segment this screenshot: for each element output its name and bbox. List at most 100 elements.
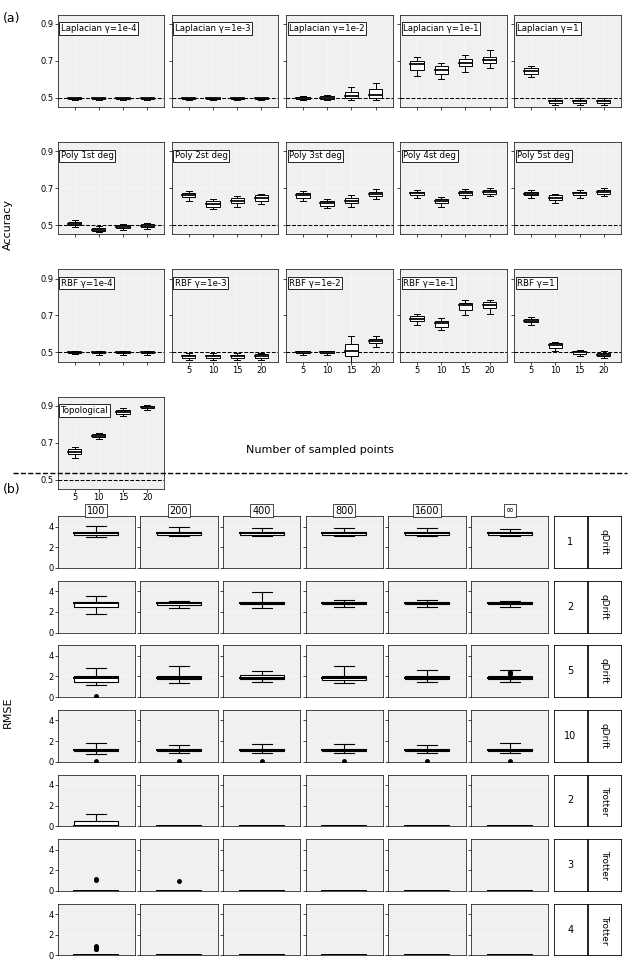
Bar — [345, 92, 358, 98]
Text: 10: 10 — [564, 731, 577, 741]
Bar — [239, 602, 284, 604]
Bar — [322, 602, 366, 604]
Bar — [92, 228, 106, 231]
Text: (a): (a) — [3, 12, 20, 24]
Bar — [141, 224, 154, 227]
Text: 4: 4 — [567, 924, 573, 935]
Bar — [524, 192, 538, 195]
Bar — [597, 190, 611, 194]
Text: 2: 2 — [567, 796, 573, 805]
Bar — [74, 821, 118, 826]
Bar — [157, 531, 201, 535]
Bar — [296, 351, 310, 353]
Bar — [92, 352, 106, 354]
Title: 100: 100 — [87, 506, 106, 516]
Text: Trotter: Trotter — [600, 915, 609, 945]
Text: qDrift: qDrift — [600, 594, 609, 620]
Bar — [157, 676, 201, 680]
Bar — [573, 192, 586, 195]
Bar — [435, 66, 448, 74]
Bar — [410, 192, 424, 195]
Text: Accuracy: Accuracy — [3, 199, 13, 250]
Bar — [483, 58, 497, 62]
Text: 3: 3 — [567, 860, 573, 870]
Text: Number of sampled points: Number of sampled points — [246, 446, 394, 455]
Bar — [488, 532, 532, 534]
Bar — [573, 351, 586, 354]
Title: 200: 200 — [170, 506, 188, 516]
Bar — [296, 193, 310, 198]
Bar — [157, 749, 201, 751]
Bar — [483, 190, 497, 194]
Bar — [459, 58, 472, 66]
Text: Laplacian γ=1: Laplacian γ=1 — [517, 24, 579, 33]
Bar — [92, 435, 106, 437]
Bar — [321, 351, 333, 353]
Bar — [405, 749, 449, 751]
Bar — [435, 199, 448, 203]
Bar — [573, 99, 586, 103]
Bar — [206, 355, 220, 358]
Text: RBF γ=1e-2: RBF γ=1e-2 — [289, 279, 340, 288]
Text: Laplacian γ=1e-3: Laplacian γ=1e-3 — [175, 24, 250, 33]
Title: 800: 800 — [335, 506, 353, 516]
Bar — [255, 354, 268, 358]
Bar — [239, 749, 284, 751]
Text: Poly 2st deg: Poly 2st deg — [175, 151, 228, 160]
Text: (b): (b) — [3, 483, 21, 495]
Bar — [548, 343, 562, 348]
Text: RBF γ=1e-1: RBF γ=1e-1 — [403, 279, 455, 288]
Text: Trotter: Trotter — [600, 850, 609, 879]
Text: qDrift: qDrift — [600, 529, 609, 555]
Text: 1: 1 — [567, 537, 573, 547]
Text: qDrift: qDrift — [600, 658, 609, 684]
Bar — [116, 410, 130, 413]
Bar — [369, 192, 382, 196]
Bar — [182, 193, 195, 197]
Bar — [74, 750, 118, 752]
Bar — [239, 676, 284, 680]
Text: Topological: Topological — [61, 406, 108, 415]
Bar — [345, 198, 358, 203]
Bar — [182, 355, 195, 358]
Bar — [68, 352, 81, 353]
Bar — [116, 225, 130, 228]
Bar — [230, 198, 244, 203]
Text: Poly 1st deg: Poly 1st deg — [61, 151, 114, 160]
Bar — [322, 677, 366, 680]
Bar — [405, 602, 449, 604]
Bar — [141, 352, 154, 354]
Text: Trotter: Trotter — [600, 786, 609, 815]
Bar — [321, 96, 333, 98]
Bar — [206, 201, 220, 207]
Bar — [483, 302, 497, 308]
Text: Laplacian γ=1e-1: Laplacian γ=1e-1 — [403, 24, 479, 33]
Bar — [488, 602, 532, 604]
Bar — [157, 603, 201, 604]
Bar — [597, 99, 611, 103]
Text: Laplacian γ=1e-4: Laplacian γ=1e-4 — [61, 24, 136, 33]
Bar — [74, 602, 118, 606]
Text: RBF γ=1: RBF γ=1 — [517, 279, 555, 288]
Bar — [239, 532, 284, 535]
Bar — [321, 201, 333, 206]
Bar — [116, 352, 130, 354]
Bar — [74, 677, 118, 682]
Bar — [548, 99, 562, 103]
Title: 400: 400 — [252, 506, 271, 516]
Bar — [410, 60, 424, 70]
Bar — [597, 353, 611, 357]
Bar — [410, 316, 424, 322]
Bar — [230, 355, 244, 358]
Bar — [345, 344, 358, 356]
Bar — [524, 68, 538, 74]
Bar — [296, 97, 310, 98]
Bar — [74, 531, 118, 535]
Bar — [68, 222, 81, 225]
Bar — [255, 195, 268, 201]
Text: Poly 5st deg: Poly 5st deg — [517, 151, 570, 160]
Title: ∞: ∞ — [506, 506, 514, 516]
Text: Poly 4st deg: Poly 4st deg — [403, 151, 456, 160]
Text: 2: 2 — [567, 602, 573, 611]
Text: RBF γ=1e-4: RBF γ=1e-4 — [61, 279, 113, 288]
